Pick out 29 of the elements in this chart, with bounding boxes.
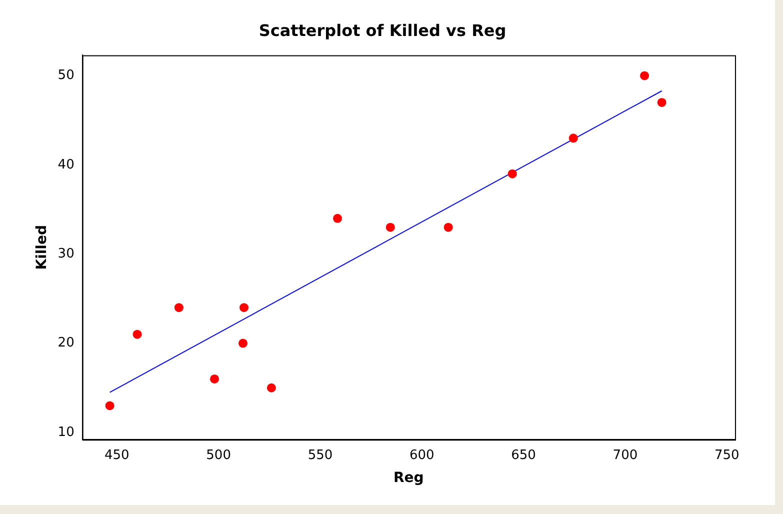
y-tick-label: 40 [58,157,74,172]
point [266,383,276,392]
point [444,222,453,232]
point [132,330,142,339]
x-tick-label: 500 [206,448,231,463]
y-tick-label: 50 [58,68,74,84]
point [333,214,342,223]
y-tick-label: 10 [58,424,74,440]
x-axis-title: Reg [394,470,424,486]
point [386,222,395,232]
point [238,338,248,348]
point [508,169,517,178]
x-tick-label: 550 [308,448,333,463]
x-tick-label: 650 [511,448,536,463]
x-tick-label: 600 [409,448,434,463]
chart-title: Scatterplot of Killed vs Reg [258,20,506,40]
x-tick-label: 750 [714,448,740,463]
point [640,71,650,80]
point [174,303,184,312]
y-axis-title: Killed [34,225,50,270]
point [568,134,578,143]
point [657,98,666,107]
point [105,401,114,410]
x-tick-label: 700 [612,448,638,463]
point [239,303,248,312]
x-tick-label: 450 [104,448,130,463]
y-tick-label: 30 [58,246,74,262]
y-tick-label: 20 [58,336,74,351]
point [210,374,219,384]
